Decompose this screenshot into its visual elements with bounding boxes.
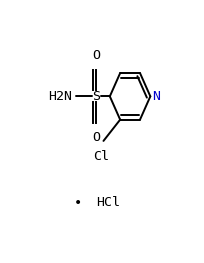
Text: O: O [92,131,100,144]
Text: •: • [73,196,82,210]
Text: H2N: H2N [48,90,71,103]
Text: HCl: HCl [96,196,120,209]
Text: S: S [92,90,100,103]
Text: Cl: Cl [93,150,109,163]
Text: N: N [151,90,159,103]
Text: O: O [92,49,100,62]
